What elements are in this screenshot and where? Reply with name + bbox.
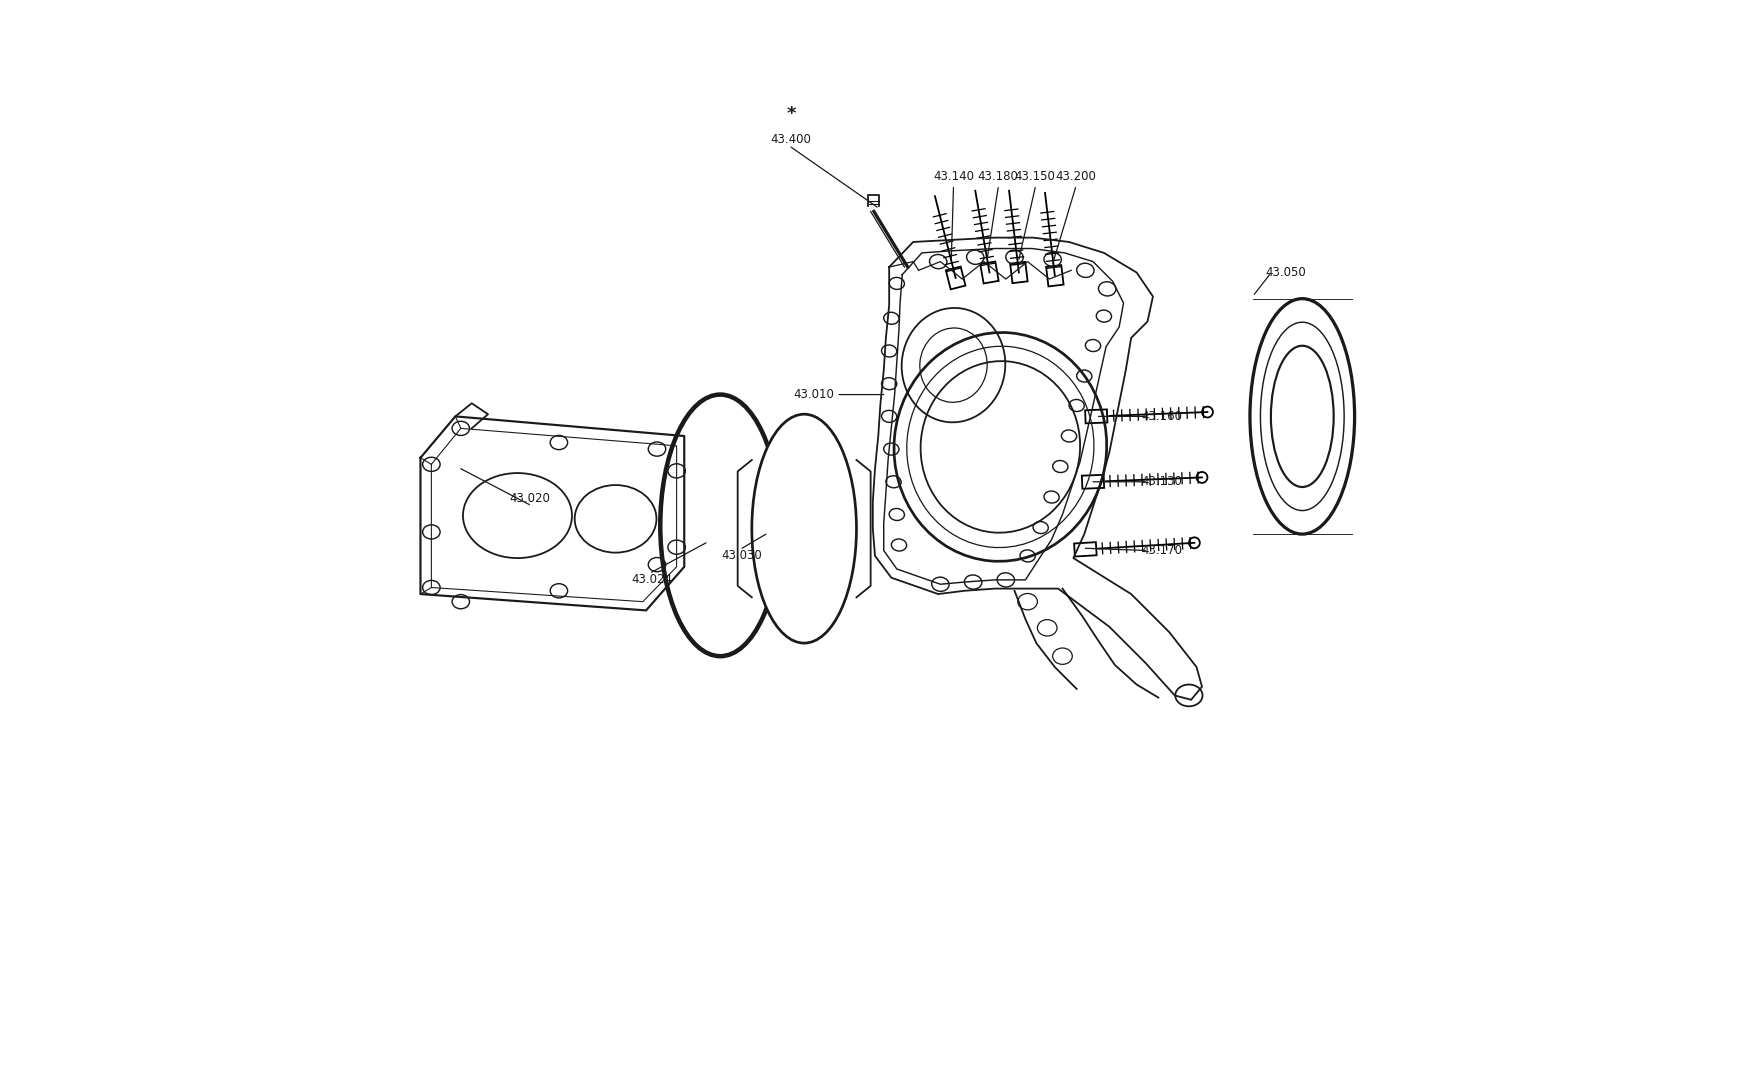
Text: 43.010: 43.010 bbox=[794, 388, 835, 401]
Text: 43.140: 43.140 bbox=[933, 170, 975, 183]
Text: 43.200: 43.200 bbox=[1055, 170, 1096, 183]
Polygon shape bbox=[1010, 262, 1027, 283]
Polygon shape bbox=[1082, 475, 1104, 488]
Text: 43.180: 43.180 bbox=[978, 170, 1018, 183]
Text: 43.020: 43.020 bbox=[509, 492, 550, 505]
Ellipse shape bbox=[1197, 472, 1207, 483]
Ellipse shape bbox=[1202, 407, 1213, 417]
Text: 43.130: 43.130 bbox=[1141, 475, 1181, 488]
Polygon shape bbox=[945, 267, 966, 289]
Polygon shape bbox=[1046, 265, 1064, 287]
Text: 43.024: 43.024 bbox=[632, 573, 672, 586]
Polygon shape bbox=[1074, 542, 1097, 557]
Text: *: * bbox=[786, 106, 796, 123]
Ellipse shape bbox=[752, 414, 856, 643]
Text: 43.400: 43.400 bbox=[770, 133, 812, 146]
Ellipse shape bbox=[1188, 537, 1200, 548]
Text: 43.170: 43.170 bbox=[1141, 544, 1181, 557]
Text: 43.030: 43.030 bbox=[721, 549, 763, 562]
Polygon shape bbox=[1085, 410, 1108, 423]
Text: 43.150: 43.150 bbox=[1015, 170, 1055, 183]
Text: 43.050: 43.050 bbox=[1265, 266, 1306, 279]
Polygon shape bbox=[980, 262, 999, 283]
Text: 43.160: 43.160 bbox=[1141, 410, 1181, 423]
